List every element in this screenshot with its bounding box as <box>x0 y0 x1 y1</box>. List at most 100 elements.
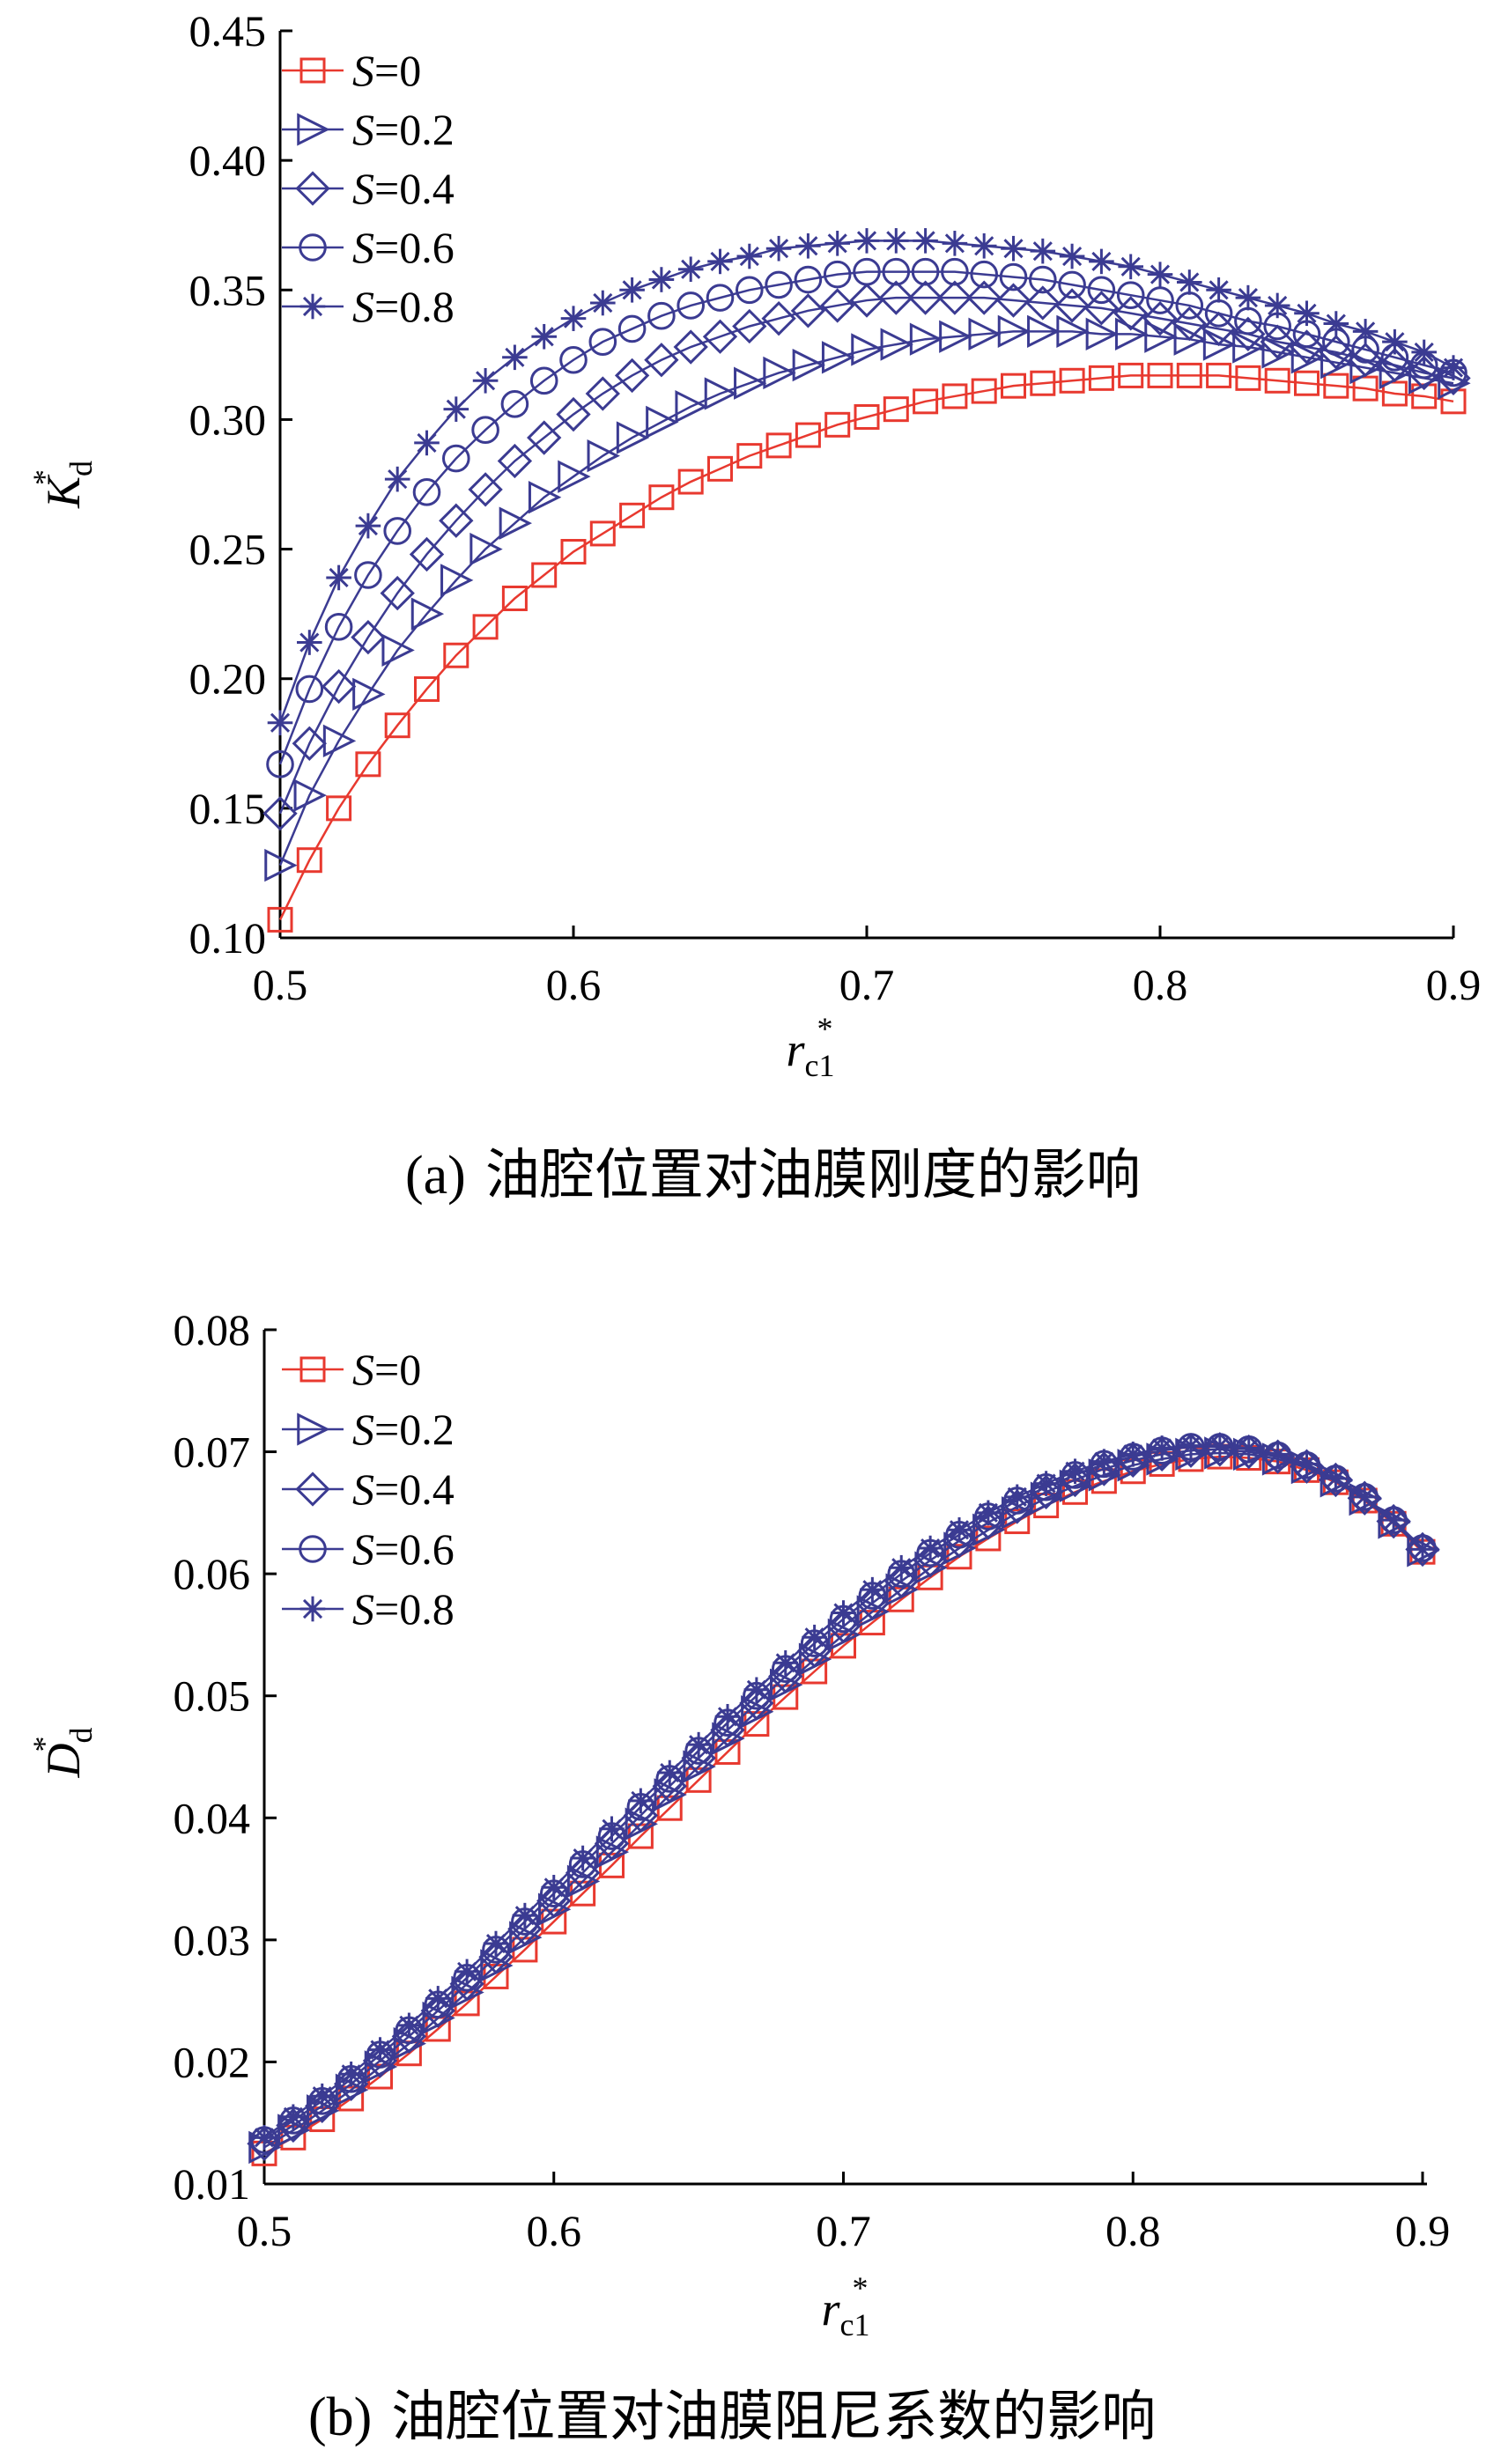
data-point <box>614 358 650 394</box>
data-point <box>502 344 528 371</box>
legend-value: =0.6 <box>374 223 455 272</box>
data-point <box>409 536 445 572</box>
asterisk-stroke <box>329 567 349 588</box>
data-point <box>619 502 646 528</box>
legend-var: S <box>352 282 374 331</box>
series-s-0-8 <box>251 1433 1436 2150</box>
data-point <box>585 376 620 411</box>
data-point <box>1206 277 1231 303</box>
data-point <box>968 317 1002 350</box>
asterisk-stroke <box>798 236 818 256</box>
data-point <box>1264 367 1290 394</box>
asterisk-stroke <box>302 296 323 317</box>
data-point <box>440 564 474 597</box>
legend-value: =0.8 <box>374 282 455 331</box>
data-point <box>707 248 733 275</box>
y-axis-symbol: K <box>37 474 90 509</box>
data-point <box>1114 317 1149 350</box>
data-point <box>570 1845 595 1871</box>
legend-label: S=0 <box>352 1345 421 1394</box>
data-point <box>802 1624 827 1650</box>
data-point <box>673 329 708 365</box>
data-point <box>536 1883 572 1919</box>
data-point <box>443 396 469 422</box>
data-point <box>559 345 588 374</box>
data-point <box>1113 296 1149 331</box>
asterisk-stroke <box>476 371 496 391</box>
plot-area <box>247 1432 1440 2166</box>
data-point <box>975 1525 1002 1552</box>
data-point <box>384 712 410 739</box>
data-point <box>854 403 880 430</box>
y-ticks: 0.01 0.02 0.03 0.04 0.05 0.06 0.07 0.08 <box>174 1305 277 2209</box>
x-tick-label: 0.9 <box>1395 2206 1451 2255</box>
asterisk-stroke <box>1356 321 1376 342</box>
data-point <box>351 619 386 655</box>
data-point <box>309 2083 336 2109</box>
asterisk-stroke <box>417 432 437 453</box>
legend: S=0S=0.2S=0.4S=0.6S=0.8 <box>282 1345 455 1634</box>
data-point <box>439 503 474 538</box>
data-point <box>556 396 591 432</box>
y-tick-label: 0.20 <box>189 654 267 704</box>
data-point <box>1054 288 1090 323</box>
data-point <box>1058 270 1086 299</box>
data-point <box>619 277 645 303</box>
data-point <box>295 675 324 704</box>
data-point <box>383 517 412 545</box>
legend-label: S=0.8 <box>352 1584 455 1634</box>
data-point <box>761 300 796 336</box>
data-point <box>501 585 528 611</box>
data-point <box>736 243 763 269</box>
data-point <box>590 290 616 316</box>
legend-var: S <box>352 164 374 213</box>
y-axis-superscript: * <box>26 1737 62 1752</box>
asterisk-stroke <box>1180 1435 1201 1456</box>
data-point <box>1025 285 1061 321</box>
data-point <box>999 262 1028 291</box>
asterisk-stroke <box>920 1538 941 1559</box>
data-point <box>1085 317 1120 350</box>
data-point <box>765 235 792 262</box>
asterisk-stroke <box>631 1790 651 1811</box>
legend-value: =0.4 <box>374 1464 455 1514</box>
asterisk-stroke <box>1297 1454 1317 1474</box>
data-point <box>702 319 738 354</box>
data-point <box>971 378 997 404</box>
data-point <box>1323 1465 1349 1492</box>
data-point <box>264 848 298 882</box>
series-line <box>263 1448 1423 2145</box>
asterisk-stroke <box>1123 1444 1143 1464</box>
data-point <box>1405 1531 1440 1568</box>
data-point <box>853 257 881 286</box>
data-point <box>882 257 911 286</box>
asterisk-stroke <box>739 246 759 267</box>
asterisk-stroke <box>622 280 642 300</box>
asterisk-stroke <box>370 2040 390 2060</box>
data-point <box>714 1703 741 1730</box>
asterisk-stroke <box>660 1762 680 1783</box>
legend-item: S=0.6 <box>282 223 455 272</box>
caption-a: (a) 油腔位置对油膜刚度的影响 <box>405 1146 1141 1206</box>
data-point <box>1440 355 1467 380</box>
legend-item: S=0 <box>282 1345 421 1394</box>
y-tick-label: 0.03 <box>174 1915 251 1965</box>
asterisk-stroke <box>1032 241 1053 262</box>
y-axis-label: Kd* <box>26 461 99 509</box>
legend-item: S=0.2 <box>282 1405 455 1454</box>
data-point <box>795 232 821 259</box>
asterisk-stroke <box>1355 1487 1375 1507</box>
legend-value: =0.8 <box>374 1584 455 1634</box>
data-point <box>321 668 357 705</box>
asterisk-stroke <box>974 236 994 256</box>
data-point <box>384 466 410 492</box>
data-point <box>1142 300 1178 336</box>
data-point <box>1118 254 1143 280</box>
legend-label: S=0.2 <box>352 105 455 154</box>
data-point <box>765 432 792 459</box>
data-point <box>773 1650 799 1676</box>
data-point <box>831 1600 856 1626</box>
asterisk-stroke <box>1152 1438 1172 1458</box>
asterisk-stroke <box>1443 358 1464 378</box>
data-point <box>1056 314 1090 349</box>
